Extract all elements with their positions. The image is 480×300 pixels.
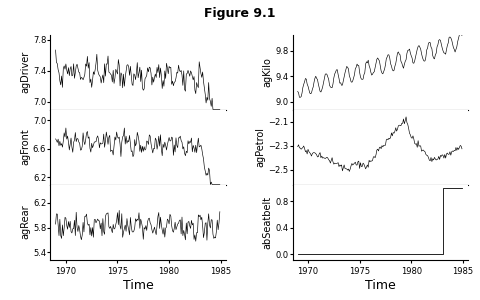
Y-axis label: agPetrol: agPetrol [255,127,265,167]
Y-axis label: agDriver: agDriver [20,51,30,93]
Y-axis label: agKilo: agKilo [263,57,272,87]
Y-axis label: agFront: agFront [20,129,30,165]
X-axis label: Time: Time [365,279,396,292]
Y-axis label: abSeatbelt: abSeatbelt [263,195,272,249]
X-axis label: Time: Time [123,279,154,292]
Y-axis label: agRear: agRear [20,205,30,239]
Text: Figure 9.1: Figure 9.1 [204,8,276,20]
